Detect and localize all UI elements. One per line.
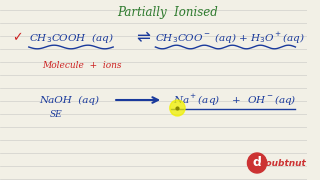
- Text: $\rightleftharpoons$: $\rightleftharpoons$: [133, 28, 151, 46]
- Text: CH$_3$COO$^-$ (aq) + H$_3$O$^+$(aq): CH$_3$COO$^-$ (aq) + H$_3$O$^+$(aq): [155, 30, 305, 46]
- Text: NaOH  (aq): NaOH (aq): [39, 95, 99, 105]
- Text: ✓: ✓: [12, 31, 22, 44]
- Circle shape: [170, 100, 185, 116]
- Text: Na$^+$(aq)    +  OH$^-$(aq): Na$^+$(aq) + OH$^-$(aq): [173, 93, 297, 108]
- Text: d: d: [252, 156, 261, 170]
- Text: doubtnut: doubtnut: [260, 159, 306, 168]
- Text: SE: SE: [49, 109, 62, 118]
- Text: Partially  Ionised: Partially Ionised: [117, 6, 218, 19]
- Text: CH$_3$COOH  (aq): CH$_3$COOH (aq): [29, 31, 115, 45]
- Text: Molecule  +  ions: Molecule + ions: [42, 60, 121, 69]
- Circle shape: [247, 153, 267, 173]
